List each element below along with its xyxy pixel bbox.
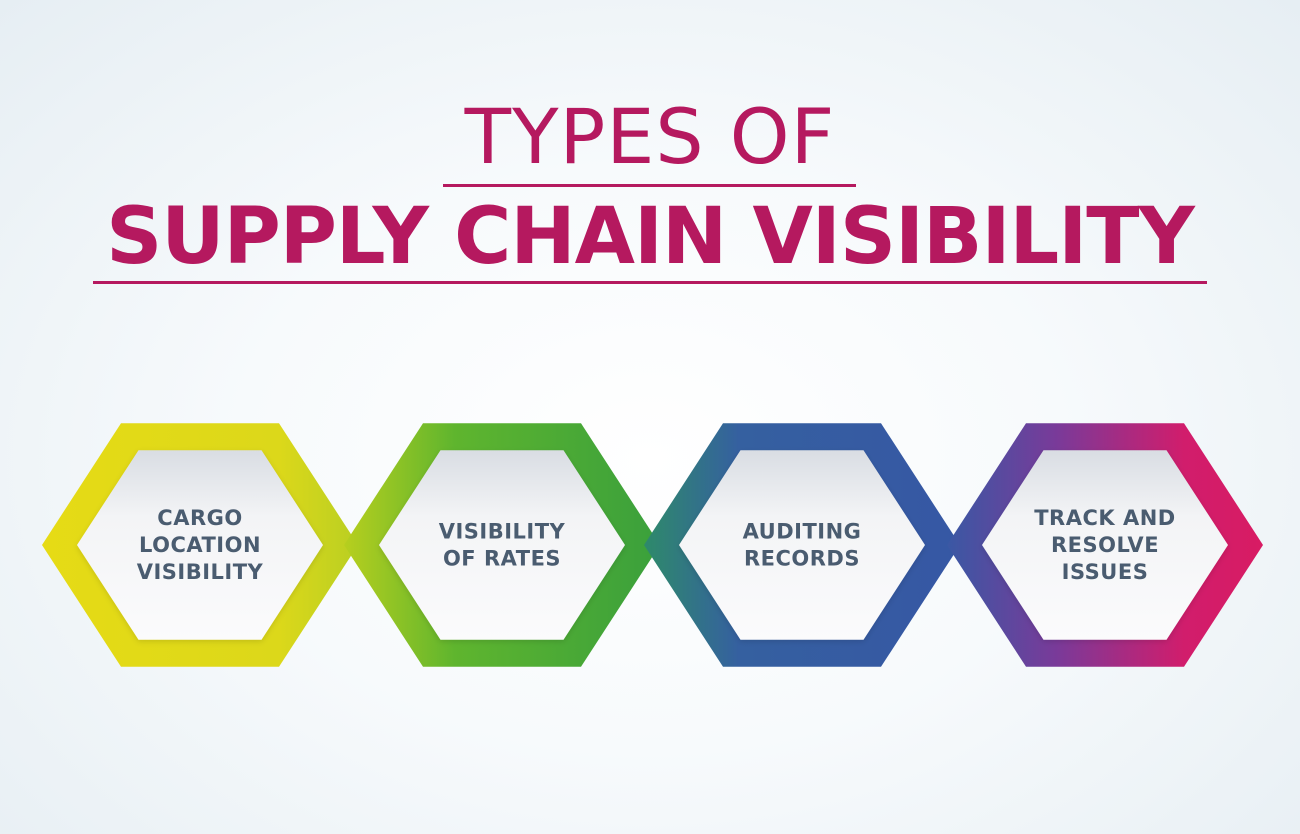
hexagon-label: AUDITING RECORDS	[743, 520, 862, 571]
hexagon-label-line: LOCATION	[139, 533, 261, 557]
hexagon-label-line: CARGO	[157, 506, 242, 530]
hexagon-label-line: VISIBILITY	[137, 560, 264, 584]
hexagon-inner	[77, 450, 323, 640]
hexagon-auditing-records	[644, 423, 960, 667]
hexagon-track-and-resolve-issues	[947, 423, 1263, 667]
title-underline-long	[93, 281, 1207, 284]
hexagon-inner	[679, 450, 925, 640]
hexagon-label: TRACK AND RESOLVE ISSUES	[1034, 506, 1176, 584]
hexagon-label: VISIBILITY OF RATES	[439, 520, 566, 571]
hexagon-label-line: RECORDS	[744, 547, 860, 571]
hexagon-label-line: ISSUES	[1062, 560, 1149, 584]
hexagon-label-line: OF RATES	[443, 547, 561, 571]
title-supply-chain-visibility: SUPPLY CHAIN VISIBILITY	[106, 192, 1195, 282]
title-underline-short	[443, 184, 856, 187]
hexagon-label-line: VISIBILITY	[439, 520, 566, 544]
hexagon-label-line: TRACK AND	[1034, 506, 1176, 530]
hexagon-label-line: RESOLVE	[1051, 533, 1159, 557]
hexagon-label: CARGO LOCATION VISIBILITY	[137, 506, 264, 584]
hexagon-inner	[982, 450, 1228, 640]
hexagon-label-line: AUDITING	[743, 520, 862, 544]
title-types-of: TYPES OF	[464, 92, 836, 181]
hexagon-cargo-location-visibility	[42, 423, 358, 667]
hexagon-inner	[379, 450, 625, 640]
hexagon-visibility-of-rates	[344, 423, 660, 667]
